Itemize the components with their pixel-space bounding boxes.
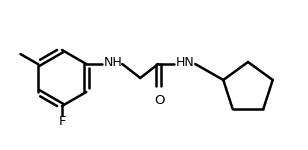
Text: O: O xyxy=(154,94,164,107)
Text: HN: HN xyxy=(176,57,195,69)
Text: NH: NH xyxy=(104,57,123,69)
Text: F: F xyxy=(58,115,66,128)
